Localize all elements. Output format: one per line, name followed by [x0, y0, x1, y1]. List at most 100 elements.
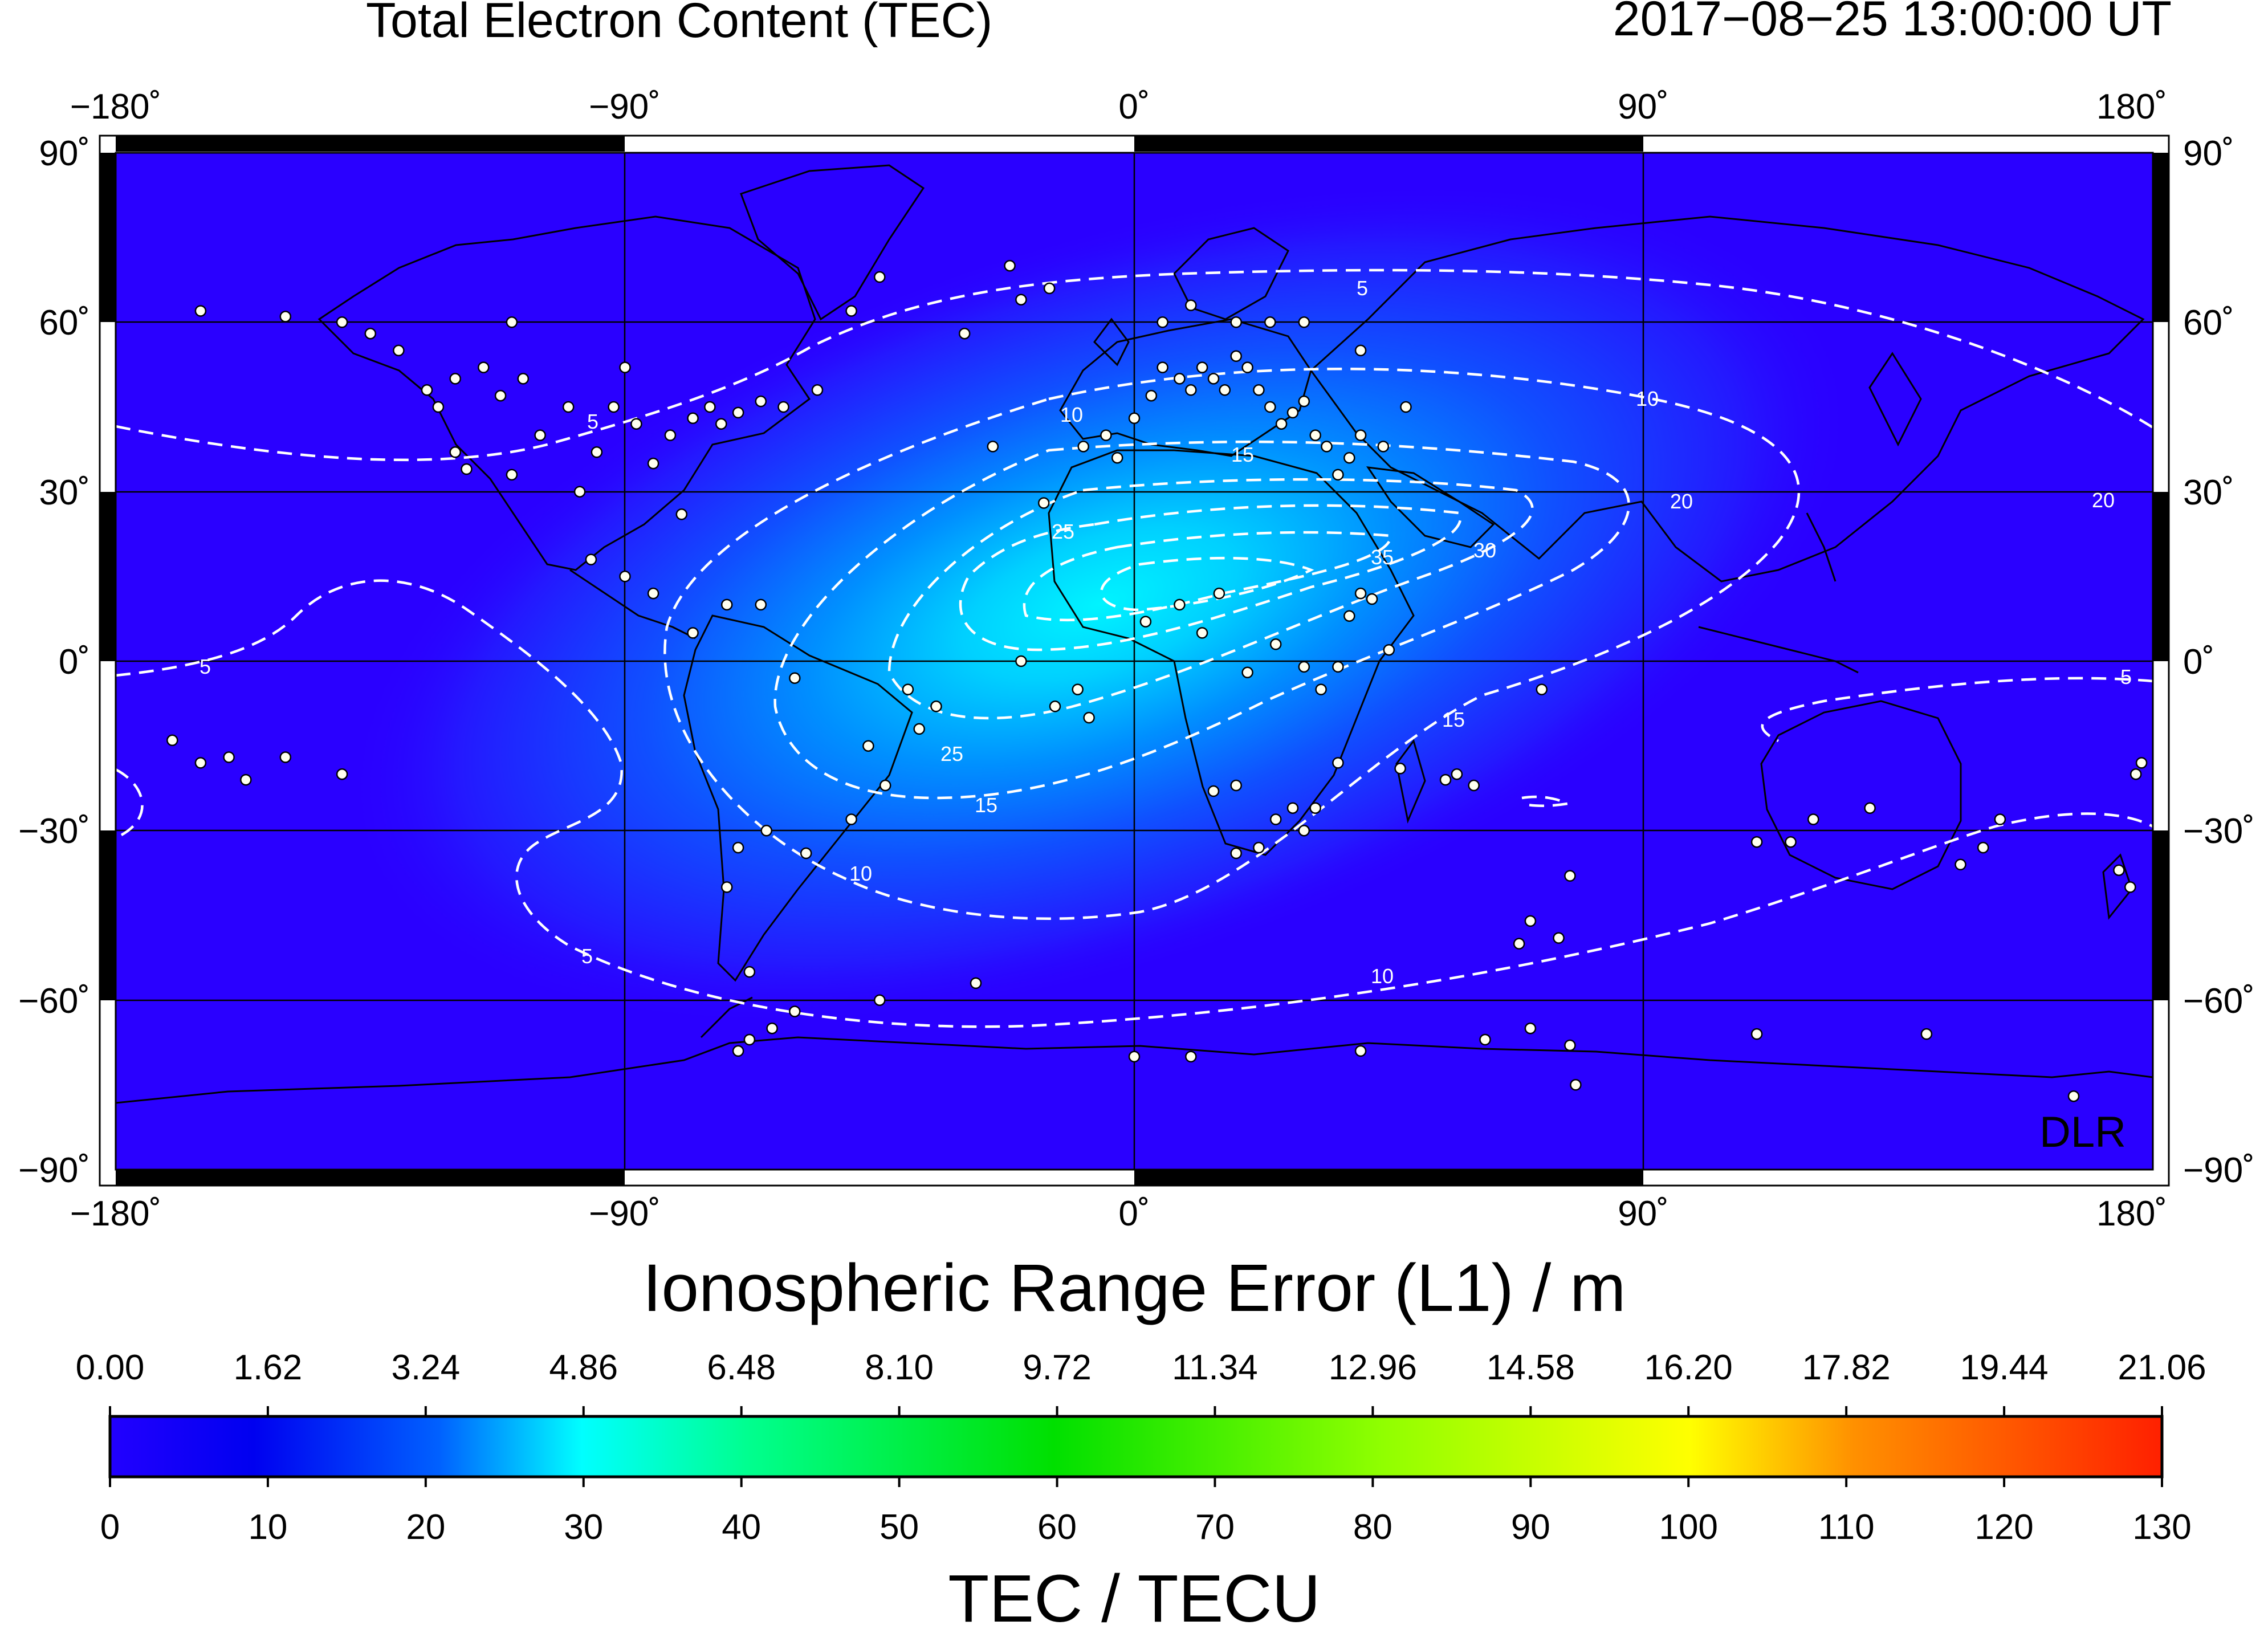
lat-tick: −60˚	[2183, 982, 2255, 1021]
gnss-station-marker	[393, 344, 405, 357]
gnss-station-marker	[687, 627, 699, 639]
colorbar-bottom-tick: 100	[1659, 1508, 1718, 1547]
gnss-station-marker	[1043, 282, 1056, 295]
gnss-station-marker	[1298, 395, 1310, 408]
gnss-station-marker	[573, 486, 586, 498]
contour-label: 15	[1231, 443, 1254, 466]
contour-15	[773, 440, 1630, 800]
gnss-station-marker	[1275, 418, 1288, 430]
gnss-station-marker	[2124, 881, 2136, 893]
gnss-station-marker	[194, 305, 207, 317]
gnss-station-marker	[1015, 655, 1027, 667]
contour-label: 5	[1357, 276, 1368, 300]
gnss-station-marker	[534, 429, 546, 441]
gnss-station-marker	[1196, 361, 1208, 373]
lat-tick: 0˚	[59, 642, 90, 682]
gnss-station-marker	[1524, 1022, 1537, 1035]
contour-label: 15	[975, 793, 997, 817]
gnss-station-marker	[1083, 711, 1095, 724]
contour-label: 5	[581, 944, 593, 968]
gnss-station-marker	[1100, 429, 1112, 441]
gnss-station-marker	[789, 1005, 801, 1017]
colorbar-bottom-tick: 20	[406, 1508, 445, 1547]
gnss-station-marker	[1451, 768, 1463, 780]
gnss-station-marker	[619, 571, 631, 583]
colorbar-top-tick: 3.24	[392, 1348, 461, 1387]
gnss-station-marker	[494, 389, 507, 402]
lon-tick: 90˚	[1618, 87, 1669, 127]
colorbar-top-tick: 8.10	[865, 1348, 934, 1387]
gnss-station-marker	[1332, 661, 1344, 673]
contour-35	[1100, 556, 1314, 612]
colorbar-bottom-tick: 70	[1195, 1508, 1235, 1547]
gnss-station-marker	[760, 825, 772, 837]
lat-tick: 90˚	[2183, 134, 2234, 173]
colorbar-top-tick: 14.58	[1487, 1348, 1575, 1387]
contour-small-10	[1521, 795, 1572, 807]
frame-checker	[100, 136, 2169, 1186]
gnss-station-marker	[1377, 441, 1390, 453]
lon-tick: 180˚	[2096, 87, 2167, 127]
gnss-station-marker	[1139, 616, 1152, 628]
gnss-station-marker	[1394, 763, 1406, 775]
gnss-station-marker	[1207, 373, 1220, 385]
contour-label: 10	[1636, 387, 1659, 410]
gnss-station-marker	[1298, 661, 1310, 673]
lon-tick: 0˚	[1118, 1194, 1150, 1233]
gnss-station-marker	[1332, 469, 1344, 481]
gnss-station-marker	[845, 813, 857, 825]
gnss-station-marker	[1354, 429, 1367, 441]
gnss-station-marker	[1524, 915, 1537, 927]
gnss-station-marker	[1207, 785, 1220, 797]
colorbar-top-tick: 0.00	[76, 1348, 145, 1387]
lat-tick: 60˚	[2183, 303, 2234, 343]
gnss-station-marker	[1157, 316, 1168, 328]
gnss-station-marker	[1977, 841, 1989, 854]
contour-label: 20	[1670, 490, 1693, 513]
colorbar-bottom-tick: 90	[1511, 1508, 1550, 1547]
gnss-station-marker	[1298, 316, 1310, 328]
gnss-station-marker	[789, 672, 801, 684]
lon-tick: 0˚	[1118, 87, 1150, 127]
gnss-station-marker	[1077, 441, 1089, 453]
gnss-station-marker	[1513, 938, 1525, 950]
gnss-station-marker	[1354, 587, 1367, 600]
contour-labels: 5 5 5 5 5 10 10 10 10 15 15 15 20 20 25 …	[199, 276, 2132, 988]
gnss-station-marker	[1343, 610, 1355, 622]
colorbar-bottom-tick: 40	[722, 1508, 761, 1547]
gnss-station-marker	[1864, 802, 1876, 814]
gnss-station-marker	[1343, 451, 1355, 464]
lon-tick: −90˚	[589, 1194, 661, 1233]
gnss-station-marker	[777, 401, 789, 413]
gnss-station-marker	[675, 508, 688, 520]
contour-20	[887, 478, 1534, 720]
gnss-station-marker	[647, 587, 659, 600]
gnss-station-marker	[1553, 932, 1565, 944]
colorbar-top-tick: 4.86	[549, 1348, 618, 1387]
gnss-station-marker	[1286, 406, 1299, 419]
gnss-station-marker	[1439, 773, 1452, 786]
contour-25	[959, 504, 1462, 651]
gnss-station-marker	[987, 441, 999, 453]
contour-label: 25	[940, 742, 963, 765]
colorbar-top-tick: 19.44	[1960, 1348, 2048, 1387]
contour-label: 10	[849, 862, 872, 885]
contour-label: 10	[1060, 403, 1083, 426]
colorbar-top-ticks: 0.00 1.62 3.24 4.86 6.48 8.10 9.72 11.34 12.96 14…	[76, 1348, 2206, 1387]
lat-tick: −30˚	[18, 812, 90, 851]
contour-label: 5	[2120, 665, 2132, 689]
gnss-station-marker	[1366, 593, 1378, 605]
gnss-station-marker	[1750, 836, 1763, 848]
lat-tick: 90˚	[39, 134, 90, 173]
lon-labels-bottom: −180˚ −90˚ 0˚ 90˚ 180˚	[70, 1194, 2167, 1233]
gnss-station-marker	[506, 316, 518, 328]
gnss-station-marker	[732, 841, 744, 854]
gnss-station-marker	[279, 311, 292, 323]
gnss-station-marker	[715, 418, 727, 430]
contour-label: 35	[1371, 545, 1394, 569]
contour-label: 30	[1473, 539, 1496, 562]
gnss-station-marker	[732, 1045, 744, 1057]
gnss-station-marker	[194, 757, 207, 769]
gnss-station-marker	[879, 779, 891, 792]
contour-label: 5	[587, 410, 598, 433]
